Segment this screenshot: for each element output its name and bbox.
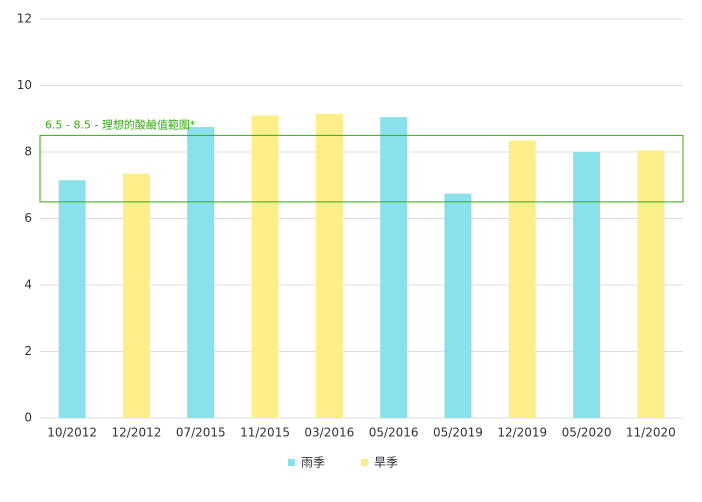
annotation-label: 6.5 - 8.5 - 理想的酸鹼值範圍* <box>45 117 196 131</box>
bar <box>122 173 150 418</box>
x-tick-label: 03/2016 <box>304 426 354 440</box>
legend-label: 旱季 <box>374 456 398 470</box>
legend-label: 雨季 <box>301 456 325 470</box>
x-tick-label: 10/2012 <box>47 426 97 440</box>
x-tick-label: 05/2016 <box>369 426 419 440</box>
legend-marker <box>361 459 368 466</box>
x-tick-label: 12/2012 <box>112 426 162 440</box>
x-tick-label: 12/2019 <box>497 426 547 440</box>
legend-marker <box>288 459 295 466</box>
bar <box>58 180 86 418</box>
bar <box>573 152 601 418</box>
x-tick-label: 11/2015 <box>240 426 290 440</box>
y-tick-label: 2 <box>24 344 32 358</box>
bar <box>637 150 665 418</box>
x-tick-label: 05/2019 <box>433 426 483 440</box>
y-tick-label: 4 <box>24 278 32 292</box>
y-tick-label: 12 <box>17 12 32 26</box>
x-tick-label: 11/2020 <box>626 426 676 440</box>
bar <box>508 140 536 419</box>
bar <box>251 115 279 419</box>
y-tick-label: 10 <box>17 78 32 92</box>
bar <box>315 113 343 418</box>
y-tick-label: 8 <box>24 145 32 159</box>
y-tick-label: 6 <box>24 211 32 225</box>
bar <box>380 117 408 419</box>
bar <box>187 127 215 418</box>
bar <box>444 193 472 418</box>
x-tick-label: 05/2020 <box>562 426 612 440</box>
x-tick-label: 07/2015 <box>176 426 226 440</box>
y-tick-label: 0 <box>24 411 32 425</box>
annotation-band <box>39 134 684 203</box>
